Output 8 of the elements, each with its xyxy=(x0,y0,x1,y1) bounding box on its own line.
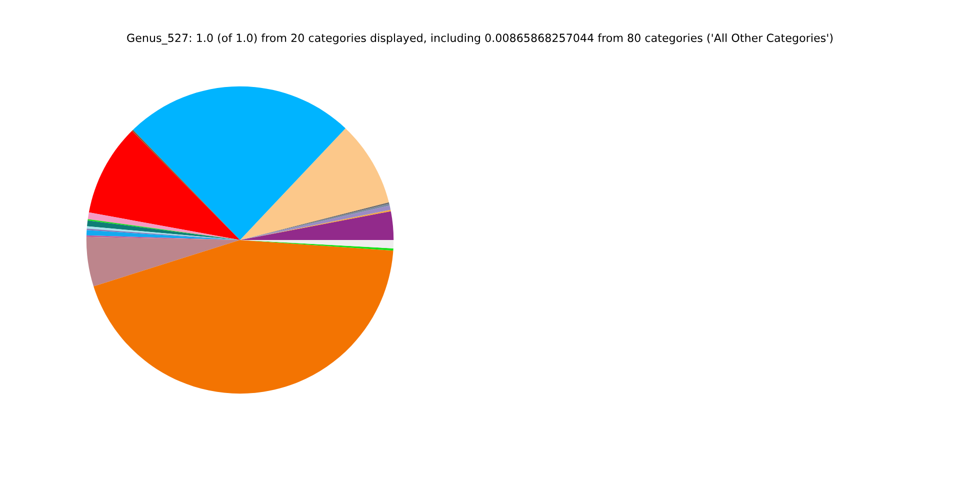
pie-slice xyxy=(94,240,394,394)
pie-slice xyxy=(88,212,240,240)
pie-slice xyxy=(240,128,389,240)
pie-slice xyxy=(132,130,240,240)
pie-slice xyxy=(88,130,240,240)
pie-slice xyxy=(86,236,240,286)
text: Genus_527: 1.0 (of 1.0) from 20 categories displayed, including 0.00865868257044 from 80 categories ('All Other Categories') xyxy=(127,33,833,45)
pie-slice xyxy=(132,86,346,240)
